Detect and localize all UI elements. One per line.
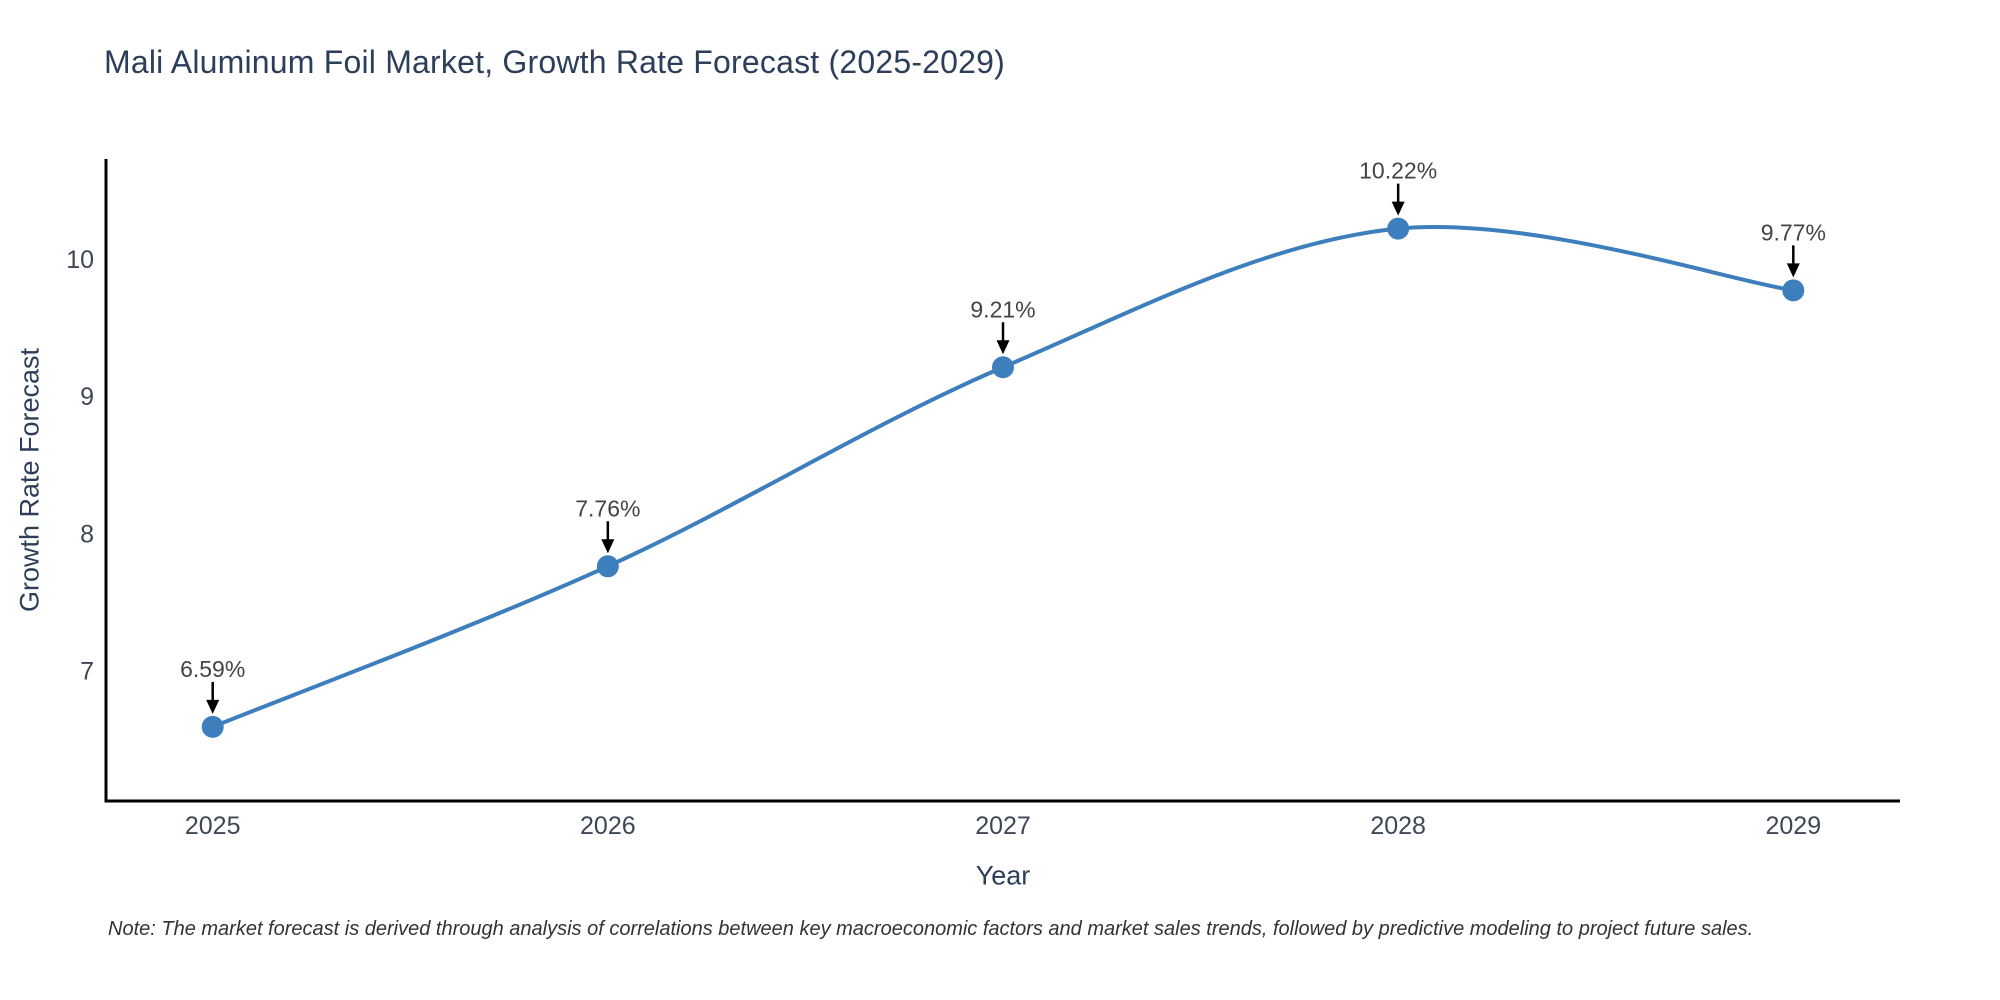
annotation-arrow-head	[1391, 201, 1405, 216]
data-point-marker	[1782, 279, 1805, 302]
annotation-arrow-head	[996, 340, 1010, 355]
y-tick-label: 8	[80, 520, 94, 548]
y-tick-label: 9	[80, 383, 94, 411]
chart-title: Mali Aluminum Foil Market, Growth Rate F…	[104, 44, 1006, 80]
y-axis-title: Growth Rate Forecast	[14, 347, 45, 613]
data-point-marker	[596, 555, 619, 578]
x-tick-label: 2026	[580, 812, 636, 840]
y-tick-label: 7	[80, 658, 94, 686]
data-point-label: 6.59%	[180, 656, 245, 682]
y-tick-label: 10	[66, 246, 94, 274]
annotation-arrow-head	[206, 699, 220, 714]
x-tick-label: 2029	[1765, 812, 1821, 840]
data-point-marker	[992, 356, 1014, 379]
x-axis-title: Year	[975, 860, 1031, 891]
x-tick-label: 2028	[1370, 812, 1426, 840]
footnote: Note: The market forecast is derived thr…	[108, 918, 1754, 940]
annotation-arrow-head	[1786, 263, 1800, 278]
data-point-marker	[1387, 217, 1410, 240]
x-tick-label: 2025	[185, 812, 241, 840]
data-point-label: 9.77%	[1761, 219, 1826, 245]
data-point-label: 7.76%	[575, 495, 640, 521]
annotation-arrow-head	[601, 539, 615, 554]
data-point-label: 9.21%	[970, 296, 1035, 322]
data-point-label: 10.22%	[1359, 158, 1437, 184]
data-point-marker	[201, 715, 224, 738]
x-tick-label: 2027	[975, 812, 1031, 840]
